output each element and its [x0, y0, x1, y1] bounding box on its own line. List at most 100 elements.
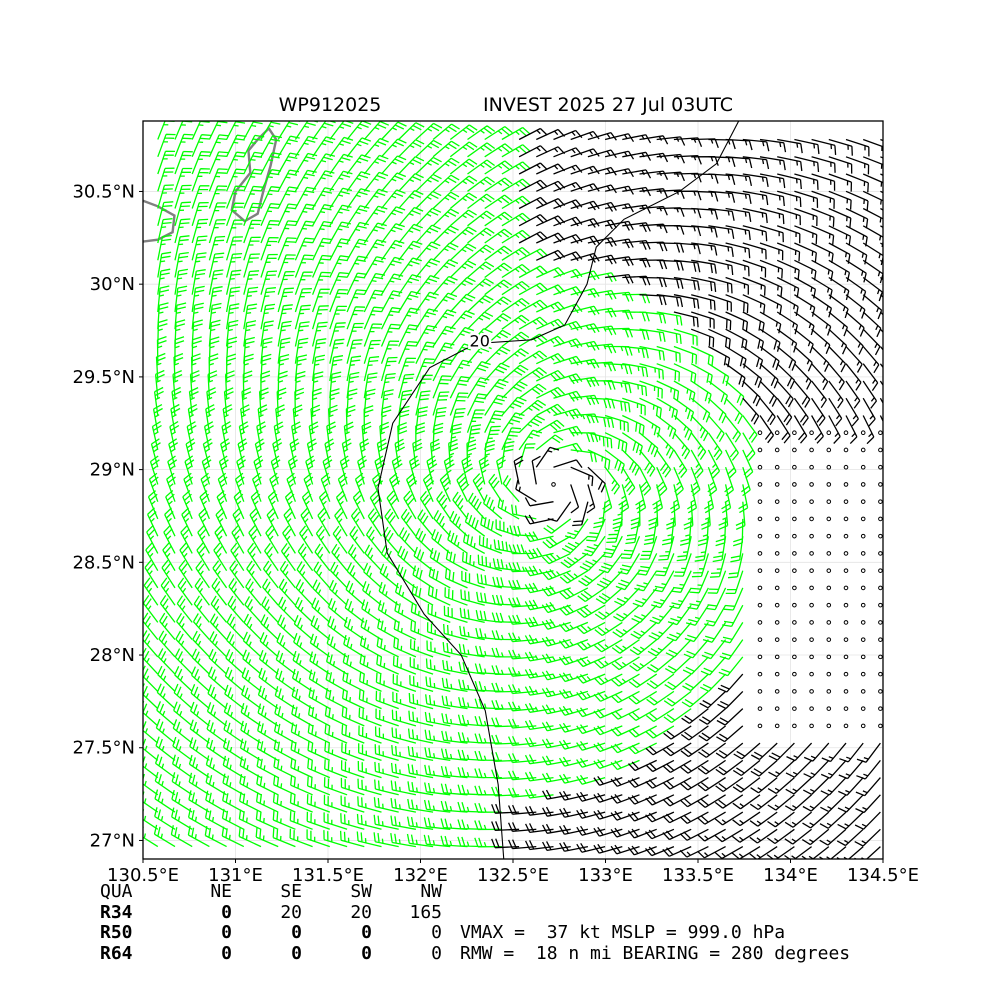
wind-barb: [508, 579, 537, 590]
wind-barb: [622, 414, 645, 436]
wind-barb: [725, 294, 749, 314]
wind-barb: [604, 414, 629, 433]
wind-barb: [785, 759, 813, 778]
wind-barb: [260, 270, 278, 295]
wind-barb: [570, 394, 600, 406]
wind-barb: [322, 455, 333, 485]
wind-barb: [363, 239, 387, 261]
wind-barb: [725, 156, 753, 169]
calm-marker: [860, 654, 866, 660]
wind-barb: [277, 287, 294, 313]
wind-barb: [205, 755, 227, 779]
wind-barb: [716, 708, 744, 726]
wind-barb: [474, 733, 502, 744]
wind-barb: [680, 725, 709, 741]
wind-barb: [155, 736, 176, 761]
wind-barb: [536, 318, 566, 330]
calm-marker: [843, 516, 849, 522]
wind-barb: [260, 169, 282, 192]
wind-barb: [845, 242, 868, 265]
wind-barb: [488, 473, 503, 503]
wind-barb: [501, 246, 530, 261]
wind-barb: [845, 156, 870, 175]
wind-barb: [662, 846, 692, 857]
wind-barb: [187, 825, 210, 848]
calm-marker: [826, 689, 832, 694]
wind-barb: [525, 823, 554, 834]
wind-barb: [390, 833, 417, 848]
wind-barb: [673, 242, 701, 255]
wind-barb: [501, 178, 531, 192]
wind-barb: [258, 649, 279, 675]
wind-barb: [862, 173, 883, 187]
wind-barb: [676, 536, 692, 562]
wind-barb: [187, 807, 210, 830]
wind-barb: [374, 726, 399, 744]
wind-barb: [541, 568, 571, 581]
wind-barb: [143, 718, 159, 744]
wind-barb: [708, 294, 732, 312]
wind-barb: [628, 742, 657, 755]
wind-barb: [431, 529, 451, 554]
wind-barb: [777, 138, 803, 154]
wind-barb: [715, 777, 744, 793]
wind-barb: [275, 668, 296, 692]
wind-barb: [363, 256, 386, 278]
wind-barb: [793, 363, 812, 390]
wind-barb: [305, 455, 316, 485]
wind-barb: [410, 620, 434, 641]
wind-barb: [243, 202, 263, 227]
wind-barb: [511, 504, 537, 520]
wind-barb: [346, 255, 368, 278]
wind-barb: [467, 227, 495, 244]
wind-barb: [432, 325, 456, 347]
calm-marker: [826, 723, 832, 729]
wind-barb: [718, 501, 729, 530]
wind-barb: [673, 328, 698, 346]
wind-barb: [536, 249, 566, 261]
wind-barb: [673, 311, 699, 328]
wind-barb: [662, 759, 692, 773]
calm-marker: [826, 447, 832, 453]
wind-barb: [661, 518, 675, 546]
wind-barb: [373, 797, 399, 813]
wind-barb: [352, 490, 365, 520]
wind-barb: [636, 553, 658, 576]
wind-barb: [587, 397, 616, 409]
wind-barb: [290, 758, 313, 779]
wind-barb: [149, 455, 160, 485]
wind-barb: [346, 272, 367, 295]
wind-barb: [553, 216, 583, 227]
calm-marker: [878, 620, 883, 625]
wind-barb: [776, 311, 799, 335]
wind-barb: [690, 466, 701, 497]
wind-barb: [461, 570, 485, 589]
wind-barb: [476, 573, 503, 589]
wind-barb: [501, 212, 531, 227]
calm-marker: [826, 620, 832, 625]
wind-barb: [559, 722, 589, 733]
wind-barb: [345, 404, 356, 433]
wind-barb: [492, 576, 520, 589]
wind-barb: [482, 494, 503, 520]
wind-barb: [294, 387, 305, 416]
wind-barb: [184, 455, 195, 485]
wind-barb: [639, 328, 666, 343]
wind-barb: [327, 616, 348, 641]
wind-barb: [287, 455, 298, 485]
wind-barb: [879, 380, 883, 387]
wind-barb: [724, 466, 735, 497]
wind-barb: [276, 387, 287, 416]
wind-barb: [811, 156, 836, 173]
wind-barb: [191, 134, 212, 158]
wind-barb: [273, 421, 284, 451]
wind-barb: [467, 244, 495, 261]
wind-barb: [732, 811, 761, 827]
wind-barb: [553, 338, 583, 349]
wind-barb: [776, 380, 794, 408]
calm-marker: [843, 602, 849, 608]
wind-barb: [196, 542, 210, 572]
wind-barb: [525, 840, 554, 851]
wind-barb: [392, 655, 417, 675]
